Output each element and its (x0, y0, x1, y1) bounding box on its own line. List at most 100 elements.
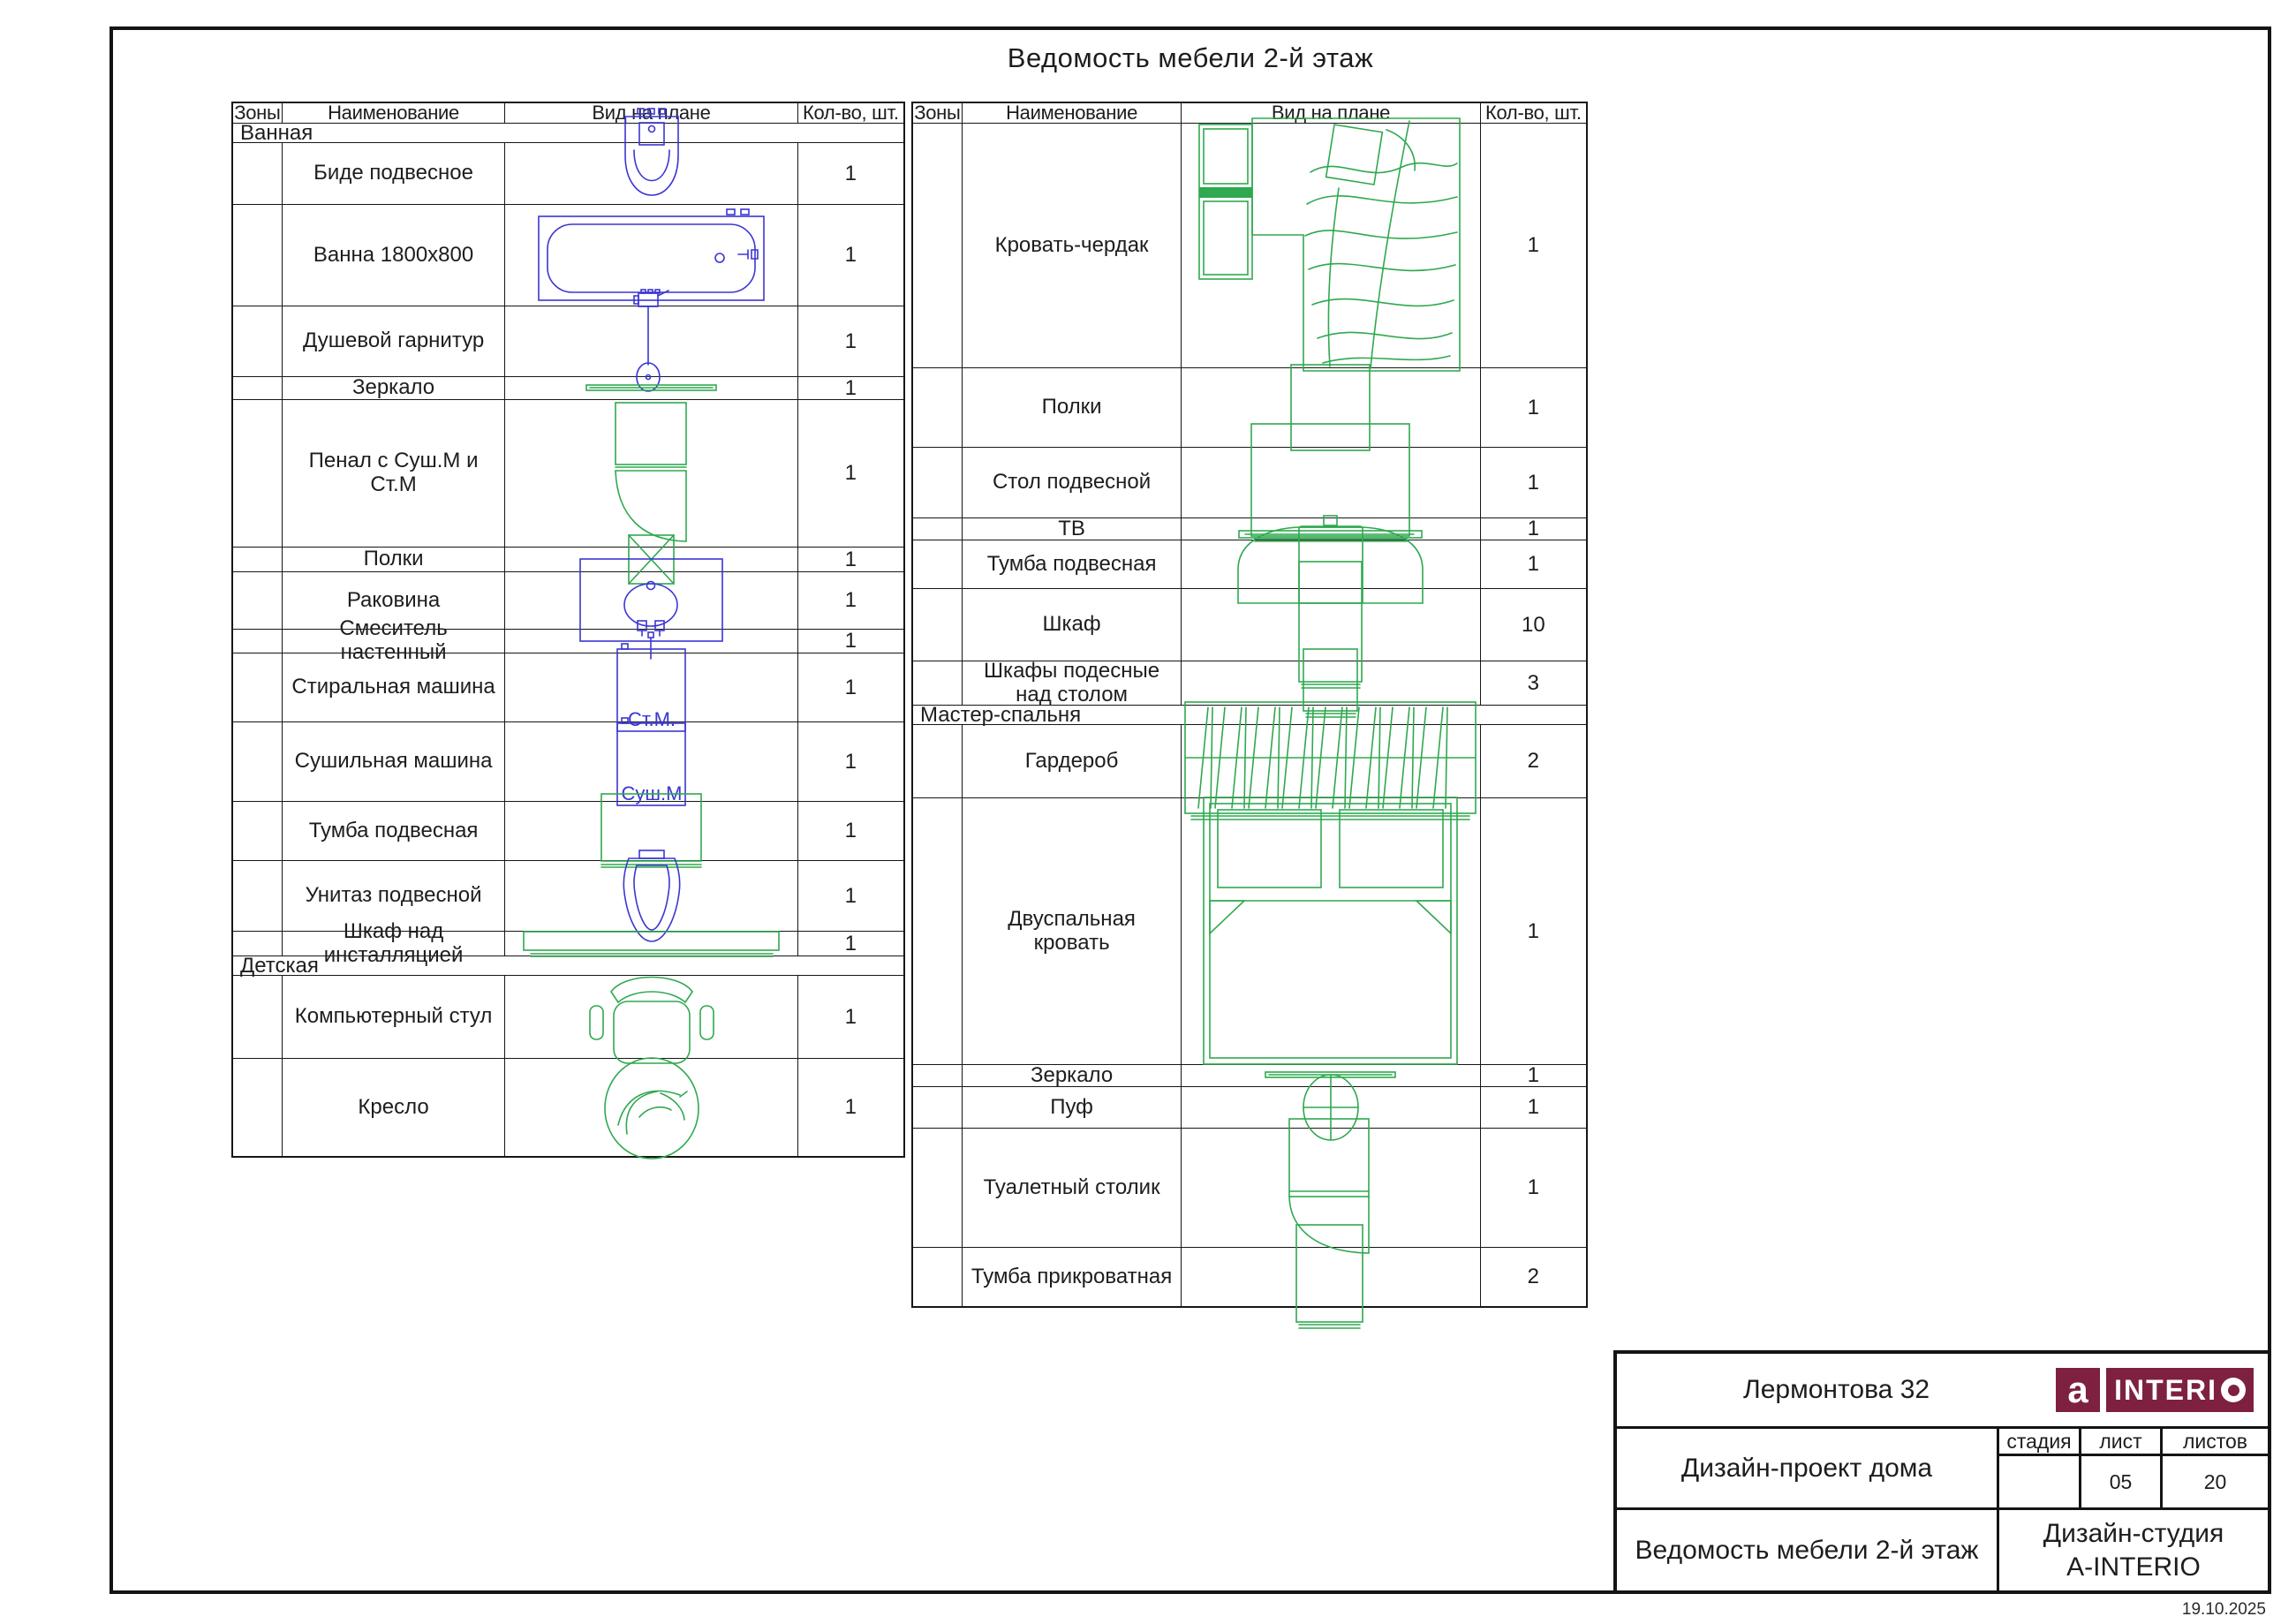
zone-cell (913, 589, 963, 661)
column-header-name: Наименование (963, 102, 1182, 124)
project-name: Дизайн-проект дома (1617, 1429, 1999, 1507)
zone-cell (233, 802, 283, 860)
column-header-plan: Вид на плане (505, 102, 798, 124)
item-name: Зеркало (963, 1063, 1182, 1087)
plan-view-cell: Суш.М (505, 716, 798, 806)
plan-view-cell (1182, 1118, 1481, 1254)
table-row: Туалетный столик 1 (913, 1118, 1586, 1254)
zone-cell (233, 400, 283, 547)
item-name: Ванна 1800х800 (283, 205, 506, 306)
item-name: Тумба прикроватная (963, 1248, 1182, 1306)
logo-wordmark: INTERI (2106, 1368, 2254, 1412)
item-qty: 1 (1527, 1063, 1539, 1087)
item-qty: 2 (1527, 1265, 1539, 1288)
dressing-table-icon (1288, 1118, 1373, 1258)
item-qty: 1 (1527, 233, 1539, 257)
column-header-qty: Кол-во, шт. (1484, 102, 1582, 124)
zone-cell (233, 976, 283, 1058)
stage-label: стадия (1999, 1429, 2081, 1456)
mirror-icon (585, 383, 718, 394)
table-row: Сушильная машина Суш.М 1 (233, 716, 903, 806)
page-border (110, 26, 2271, 1594)
item-qty: 1 (1527, 470, 1539, 495)
item-qty: 1 (844, 329, 857, 353)
item-qty: 2 (1527, 749, 1539, 773)
plan-view-cell (1182, 1074, 1481, 1141)
plan-view-cell (505, 205, 798, 306)
logo-o-icon (2221, 1378, 2246, 1402)
table-row: Зеркало 1 (233, 375, 903, 400)
item-qty: 1 (1527, 517, 1539, 540)
column-header-zone: Зоны (233, 102, 283, 124)
dryer-machine-icon: Суш.М (616, 716, 687, 807)
zone-section-row: Детская (233, 954, 903, 978)
zone-cell (233, 861, 283, 931)
shower-set-icon (626, 288, 677, 395)
document-name: Ведомость мебели 2-й этаж (1617, 1510, 1999, 1590)
zone-section-row: Ванная (233, 121, 903, 145)
table-row: Компьютерный стул 1 (233, 976, 903, 1064)
plan-view-cell (505, 377, 798, 399)
table-row: Кресло 1 (233, 1057, 903, 1159)
item-qty: 1 (1527, 1175, 1539, 1199)
zone-cell (913, 725, 963, 797)
double-bed-icon (1203, 797, 1459, 1066)
stage-sheet-grid: стадия лист листов 05 20 (1999, 1429, 2268, 1507)
zone-cell (913, 518, 963, 540)
table-header-row: Зоны Наименование Вид на плане Кол-во, шт. (233, 102, 903, 124)
item-name: Раковина (283, 572, 506, 629)
bidet-top-view-icon (611, 107, 692, 240)
plan-view-cell (1182, 515, 1481, 540)
item-qty: 1 (844, 1004, 857, 1029)
zone-cell (233, 143, 283, 204)
column-header-name: Наименование (283, 102, 506, 124)
zone-cell (233, 548, 283, 571)
sheets-value: 20 (2203, 1469, 2227, 1493)
column-header-plan: Вид на плане (1182, 102, 1481, 124)
table-row: Стиральная машина Ст.М. 1 (233, 642, 903, 732)
wardrobe-cabinet-icon (1298, 560, 1363, 690)
plan-view-cell (505, 930, 798, 957)
item-name: Шкафы подесные над столом (963, 659, 1182, 706)
item-name: Двуспальная кровать (963, 798, 1182, 1064)
plan-view-cell (505, 107, 798, 204)
bathtub-top-view-icon (537, 208, 766, 302)
plan-view-cell (505, 1057, 798, 1159)
item-name: Шкаф (963, 589, 1182, 661)
studio-line-1: Дизайн-студия (2043, 1519, 2224, 1548)
item-name: Шкаф над инсталляцией (283, 919, 506, 966)
item-qty: 1 (844, 375, 857, 400)
table-row: Ванна 1800х800 1 (233, 205, 903, 306)
plan-view-cell (1182, 363, 1481, 451)
zone-cell (233, 932, 283, 956)
column-header-qty: Кол-во, шт. (802, 102, 899, 124)
table-row: Гардероб 2 (913, 701, 1586, 820)
zone-cell (233, 1059, 283, 1156)
zone-cell (233, 630, 283, 653)
sheet-value: 05 (2081, 1456, 2163, 1507)
item-qty: 1 (844, 931, 857, 956)
logo-word-text: INTERI (2114, 1373, 2217, 1406)
zone-cell (913, 124, 963, 367)
toilet-top-view-icon (616, 849, 688, 943)
armchair-icon (602, 1054, 701, 1160)
table-row: Полки 1 (233, 533, 903, 585)
item-qty: 10 (1521, 612, 1545, 637)
zone-cell (913, 1129, 963, 1247)
item-name: Гардероб (963, 725, 1182, 797)
zone-cell (913, 661, 963, 705)
item-name: Тумба подвесная (283, 802, 506, 860)
zone-cell (233, 377, 283, 399)
sheets-label: листов (2163, 1429, 2268, 1456)
item-qty: 3 (1527, 670, 1539, 695)
tall-cabinet-door-icon (614, 402, 689, 545)
studio-name: Дизайн-студия A-INTERIO (1999, 1510, 2268, 1590)
pouf-icon (1301, 1072, 1361, 1143)
zone-cell (913, 540, 963, 588)
item-name: Кровать-чердак (963, 124, 1182, 367)
item-name: Пуф (963, 1087, 1182, 1128)
plan-view-cell: Ст.М. (505, 642, 798, 732)
garderob-hatched-icon (1184, 701, 1477, 821)
zone-cell (233, 572, 283, 629)
table-row: Стол подвесной 1 (913, 422, 1586, 542)
